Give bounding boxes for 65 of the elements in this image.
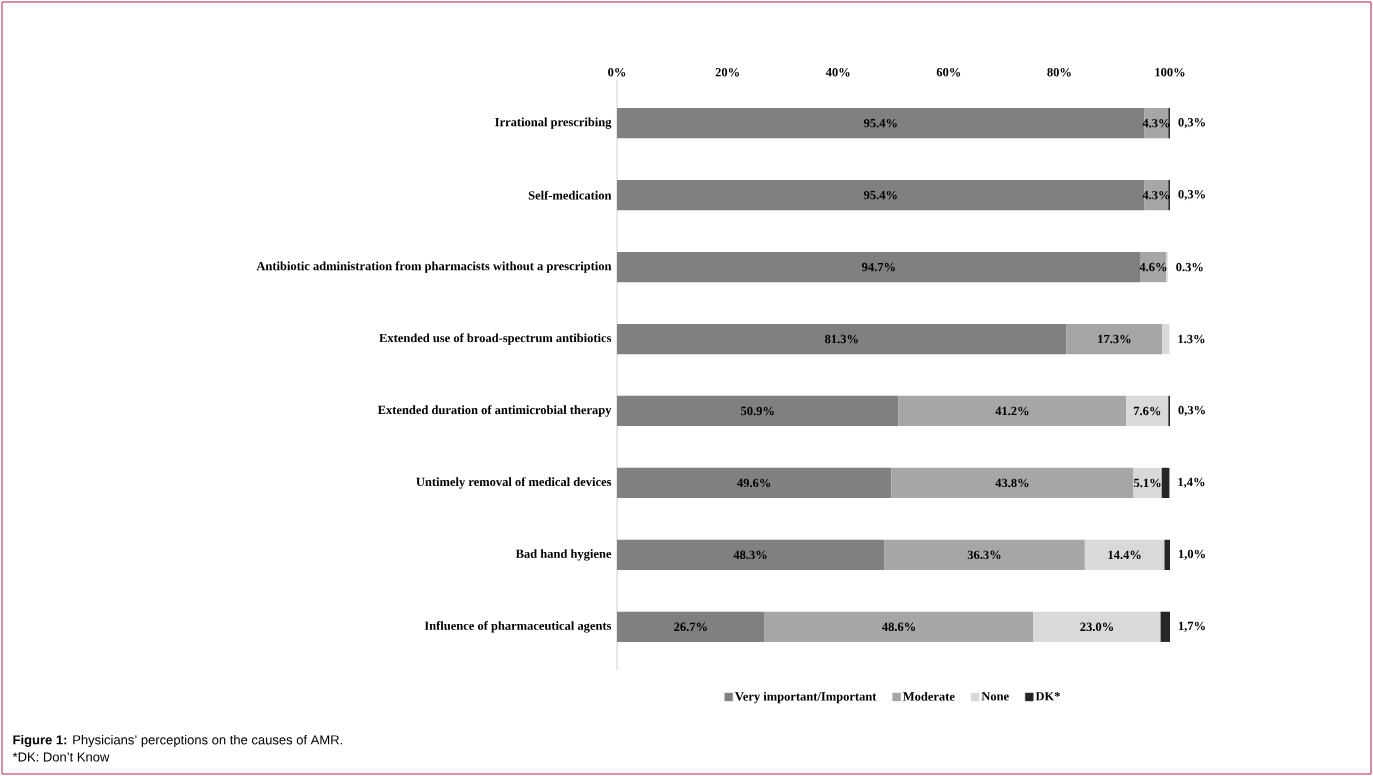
data-label: 49.6%	[737, 478, 771, 488]
bar	[1084, 539, 1165, 570]
data-label: 1,4%	[1178, 477, 1205, 489]
bar	[1126, 395, 1169, 427]
data-label: 0,3%	[1178, 405, 1205, 417]
bar	[1066, 323, 1163, 355]
bar	[1162, 323, 1170, 355]
y-tick-label: Irrational prescribing	[495, 117, 612, 129]
y-tick-label: Extended duration of antimicrobial therapy	[377, 405, 612, 417]
y-tick-label: Antibiotic administration from pharmacists without a prescription	[256, 261, 612, 273]
x-tick-label: 60%	[936, 67, 961, 77]
data-label: 81.3%	[825, 334, 858, 344]
data-label: 23.0%	[1080, 622, 1114, 632]
x-tick-label: 20%	[715, 67, 739, 77]
data-label: 1,0%	[1178, 549, 1205, 560]
bar	[1033, 611, 1161, 642]
bar	[891, 467, 1134, 499]
y-tick-label: Bad hand hygiene	[515, 549, 612, 561]
data-label: 43.8%	[995, 478, 1029, 488]
data-label: 0.3%	[1176, 262, 1203, 272]
legend-label: Moderate	[903, 691, 955, 701]
legend-label: Very important/Important	[735, 691, 877, 704]
data-label: 7.6%	[1133, 406, 1161, 416]
data-label: 94.7%	[862, 262, 895, 272]
data-label: 1,7%	[1178, 621, 1205, 632]
data-label: 4.6%	[1139, 262, 1167, 272]
data-label: 14.4%	[1108, 550, 1141, 560]
bar	[617, 323, 1067, 355]
data-label: 1.3%	[1178, 334, 1205, 344]
data-label: 36.3%	[967, 550, 1001, 560]
bar	[764, 611, 1034, 642]
x-tick-label: 80%	[1047, 67, 1071, 77]
legend-label: None	[981, 692, 1009, 701]
bar	[1133, 467, 1162, 499]
x-tick-label: 0%	[608, 67, 626, 77]
data-label: 0,3%	[1178, 118, 1205, 129]
bar	[617, 395, 899, 427]
bar	[617, 539, 885, 570]
data-label: 95.4%	[863, 190, 897, 200]
y-tick-label: Influence of pharmaceutical agents	[424, 621, 612, 633]
text: Figure 1: Physicians’ perceptions on the causes of AMR.	[13, 734, 342, 748]
bar	[1161, 467, 1170, 499]
x-tick-label: 100%	[1155, 67, 1185, 77]
data-label: 17.3%	[1098, 334, 1131, 344]
data-label: 95.4%	[863, 118, 897, 128]
data-label: 48.6%	[882, 622, 916, 632]
x-tick-label: 40%	[825, 67, 850, 77]
bar	[898, 395, 1127, 427]
bar	[617, 251, 1141, 283]
bar	[884, 539, 1085, 570]
data-label: 0,3%	[1178, 190, 1205, 201]
text: *DK: Don’t Know	[12, 752, 110, 762]
data-label: 50.9%	[741, 406, 774, 416]
data-label: 48.3%	[733, 550, 767, 560]
data-label: 41.2%	[995, 406, 1029, 416]
data-label: 5.1%	[1134, 478, 1161, 488]
data-label: 26.7%	[674, 622, 707, 632]
bar	[1164, 539, 1170, 570]
bar	[1160, 611, 1170, 642]
bar	[617, 611, 765, 642]
y-tick-label: Self-medication	[528, 190, 612, 200]
legend-label: DK*	[1035, 692, 1060, 701]
y-tick-label: Extended use of broad-spectrum antibiotics	[379, 333, 612, 345]
y-tick-label: Untimely removal of medical devices	[416, 477, 612, 489]
bar	[617, 467, 892, 499]
